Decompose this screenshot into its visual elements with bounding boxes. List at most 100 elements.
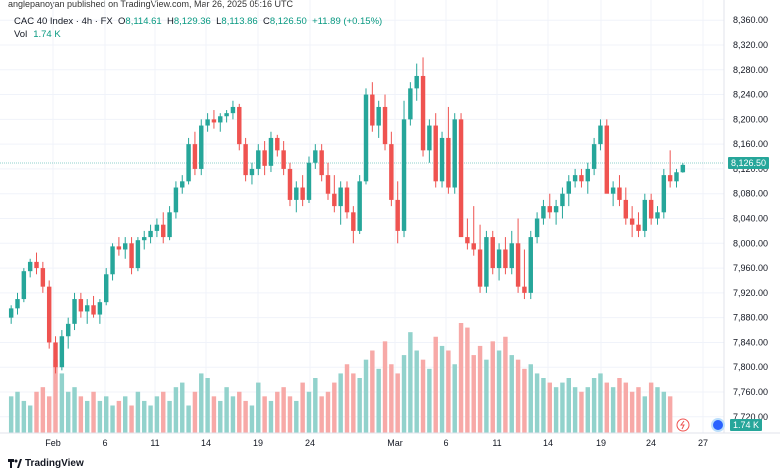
candle-body — [205, 119, 210, 126]
volume-bar — [46, 396, 52, 433]
candle-body — [110, 246, 115, 275]
candle-body — [211, 119, 217, 123]
open-value: 8,114.61 — [125, 16, 162, 27]
price-tick-label: 7,880.00 — [733, 313, 768, 323]
volume-bar — [192, 391, 198, 433]
candle-body — [256, 150, 261, 169]
volume-bar — [59, 373, 65, 433]
footer-brand[interactable]: TradingView — [8, 458, 84, 469]
volume-bar — [395, 373, 400, 433]
time-tick-label: 11 — [150, 438, 159, 448]
candle-body — [427, 125, 432, 151]
volume-bar — [408, 332, 413, 433]
volume-bar — [205, 378, 210, 433]
volume-bar — [199, 373, 204, 433]
candle-body — [237, 106, 242, 145]
volume-bar — [275, 391, 280, 433]
candle-body — [161, 224, 166, 238]
candle-body — [59, 336, 65, 368]
volume-bar — [173, 387, 179, 433]
change-value: +11.89 (+0.15%) — [312, 16, 383, 27]
volume-bar — [617, 378, 622, 433]
candle-body — [268, 137, 274, 166]
candle-body — [490, 237, 495, 269]
volume-bar — [623, 382, 629, 433]
volume-bar — [490, 341, 495, 433]
volume-bar — [661, 391, 667, 433]
candle-body — [617, 187, 622, 200]
candle-body — [230, 106, 236, 114]
candle-body — [636, 224, 641, 231]
candle-body — [199, 125, 204, 169]
candle-body — [591, 144, 597, 169]
candle-body — [148, 230, 153, 238]
candle-body — [218, 116, 223, 123]
volume-bar — [154, 396, 160, 433]
volume-bar — [135, 391, 141, 433]
volume-bar — [465, 327, 470, 433]
volume-bar — [313, 378, 318, 433]
volume-bar — [566, 378, 571, 433]
candle-body — [452, 119, 457, 188]
candle-body — [471, 243, 476, 250]
time-tick-label: 11 — [492, 438, 501, 448]
candle-body — [142, 237, 147, 241]
volume-bar — [439, 345, 445, 433]
volume-bar — [553, 387, 559, 433]
candle-body — [579, 175, 584, 182]
price-axis: 8,360.00 8,320.00 8,280.00 8,240.00 8,200.00… — [733, 15, 768, 422]
volume-bar — [579, 391, 584, 433]
candle-body — [376, 106, 381, 126]
candle-body — [680, 164, 686, 173]
published-header: anglepanoyan published on TradingView.co… — [0, 0, 780, 9]
candle-body — [547, 206, 552, 213]
volume-bar — [433, 336, 438, 433]
volume-bar — [389, 364, 394, 433]
volume-bar — [636, 387, 641, 433]
volume-bar — [427, 368, 432, 433]
volume-bar — [116, 400, 122, 433]
candle-body — [541, 206, 546, 219]
price-tick-label: 8,160.00 — [733, 139, 768, 149]
tradingview-logo-icon — [8, 459, 22, 468]
candle-body — [224, 113, 229, 117]
volume-label: Vol — [14, 29, 28, 40]
volume-bar — [8, 396, 14, 433]
candle-body — [21, 271, 27, 300]
candle-body — [65, 323, 71, 337]
volume-bar — [522, 368, 527, 433]
volume-value: 1.74 K — [33, 29, 61, 40]
volume-bar — [610, 387, 616, 433]
volume-bar — [509, 355, 514, 433]
volume-bar — [534, 373, 540, 433]
volume-bar — [496, 350, 502, 433]
candle-body — [129, 243, 134, 269]
time-axis: Feb 6 11 14 19 24 Mar 6 11 14 19 24 27 — [45, 438, 708, 448]
price-tick-label: 8,040.00 — [733, 214, 768, 224]
candle-body — [585, 168, 591, 182]
volume-bar — [65, 391, 71, 433]
volume-bar — [123, 396, 128, 433]
candle-body — [446, 137, 451, 188]
volume-indicator-icon — [711, 418, 725, 432]
candle-body — [275, 137, 280, 151]
chart-grid — [0, 0, 724, 433]
candle-body — [103, 274, 109, 303]
candle-body — [262, 150, 267, 166]
volume-bar — [78, 396, 84, 433]
candle-body — [458, 119, 464, 238]
time-tick-label: 24 — [305, 438, 315, 448]
volume-bar — [351, 373, 356, 433]
volume-bar — [363, 359, 369, 433]
candle-body — [382, 106, 388, 145]
volume-bar — [458, 323, 464, 433]
open-label: O — [118, 16, 126, 27]
time-tick-label: 24 — [646, 438, 656, 448]
volume-bar — [161, 391, 166, 433]
volume-bar — [306, 391, 312, 433]
time-tick-label: Feb — [45, 438, 61, 448]
candle-body — [46, 286, 52, 343]
price-tick-label: 8,000.00 — [733, 238, 768, 248]
candle-body — [180, 181, 185, 188]
